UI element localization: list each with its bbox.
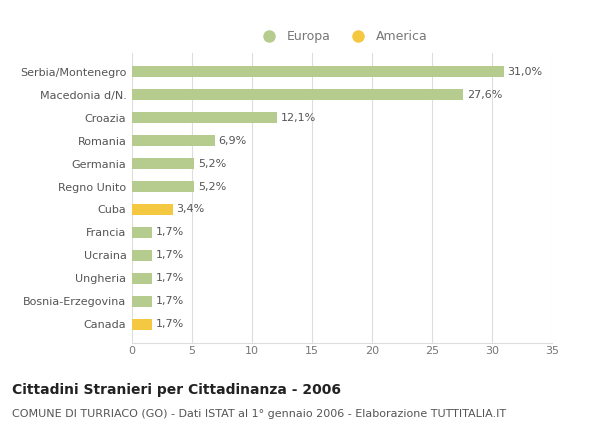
Text: 1,7%: 1,7% xyxy=(156,250,184,260)
Text: 1,7%: 1,7% xyxy=(156,296,184,306)
Text: 5,2%: 5,2% xyxy=(198,158,226,169)
Bar xyxy=(132,296,152,307)
Bar xyxy=(132,273,152,284)
Bar xyxy=(132,66,504,77)
Bar xyxy=(132,112,277,123)
Bar xyxy=(132,181,194,192)
Legend: Europa, America: Europa, America xyxy=(257,30,427,43)
Text: 31,0%: 31,0% xyxy=(508,67,543,77)
Text: 12,1%: 12,1% xyxy=(281,113,316,123)
Bar xyxy=(132,158,194,169)
Bar xyxy=(132,249,152,261)
Text: 1,7%: 1,7% xyxy=(156,227,184,238)
Text: COMUNE DI TURRIACO (GO) - Dati ISTAT al 1° gennaio 2006 - Elaborazione TUTTITALI: COMUNE DI TURRIACO (GO) - Dati ISTAT al … xyxy=(12,409,506,419)
Bar xyxy=(132,227,152,238)
Bar xyxy=(132,89,463,100)
Text: 3,4%: 3,4% xyxy=(176,205,205,214)
Text: 1,7%: 1,7% xyxy=(156,319,184,329)
Text: 1,7%: 1,7% xyxy=(156,273,184,283)
Text: 5,2%: 5,2% xyxy=(198,182,226,191)
Text: Cittadini Stranieri per Cittadinanza - 2006: Cittadini Stranieri per Cittadinanza - 2… xyxy=(12,383,341,397)
Bar xyxy=(132,204,173,215)
Text: 27,6%: 27,6% xyxy=(467,90,502,100)
Bar xyxy=(132,319,152,330)
Text: 6,9%: 6,9% xyxy=(218,136,247,146)
Bar xyxy=(132,135,215,147)
